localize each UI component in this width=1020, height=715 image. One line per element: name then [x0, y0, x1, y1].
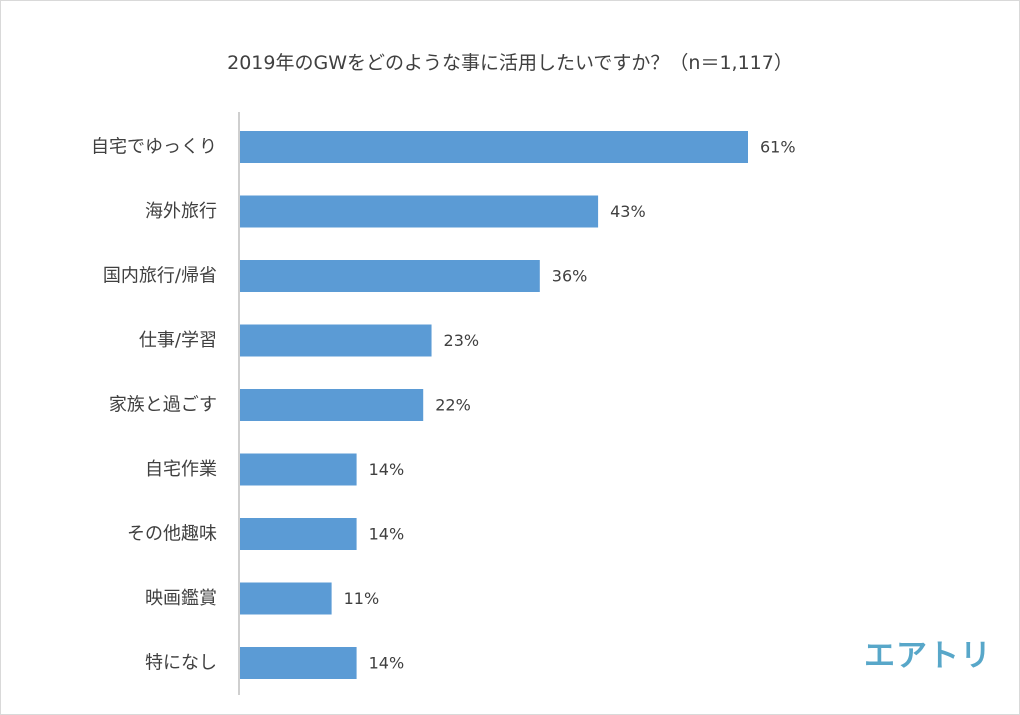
brand-logo: エアトリ [864, 638, 992, 674]
bar-4 [240, 324, 432, 357]
bar-2 [240, 195, 599, 228]
value-label-4: 23% [444, 331, 480, 350]
category-label-2: 海外旅行 [145, 201, 217, 222]
value-label-6: 14% [369, 460, 405, 479]
bar-9 [240, 647, 357, 679]
category-label-3: 国内旅行/帰省 [103, 266, 217, 287]
value-label-3: 36% [552, 267, 588, 286]
category-label-8: 映画鑑賞 [145, 588, 217, 609]
value-label-2: 43% [610, 202, 646, 221]
bar-5 [240, 389, 424, 421]
bar-7 [240, 518, 357, 550]
category-label-1: 自宅でゆっくり [91, 137, 217, 158]
bar-6 [240, 453, 357, 486]
category-label-4: 仕事/学習 [139, 330, 217, 351]
bar-8 [240, 582, 332, 615]
category-label-5: 家族と過ごす [109, 395, 217, 416]
value-label-8: 11% [344, 589, 380, 608]
category-label-6: 自宅作業 [145, 459, 217, 480]
value-label-1: 61% [760, 138, 796, 157]
bar-3 [240, 260, 540, 292]
bar-1 [240, 131, 748, 163]
category-label-9: 特になし [145, 653, 217, 674]
value-label-5: 22% [435, 396, 471, 415]
chart-title: 2019年のGWをどのような事に活用したいですか？（n＝1,117） [227, 52, 793, 74]
value-label-9: 14% [369, 654, 405, 673]
category-label-7: その他趣味 [127, 524, 217, 545]
value-label-7: 14% [369, 525, 405, 544]
